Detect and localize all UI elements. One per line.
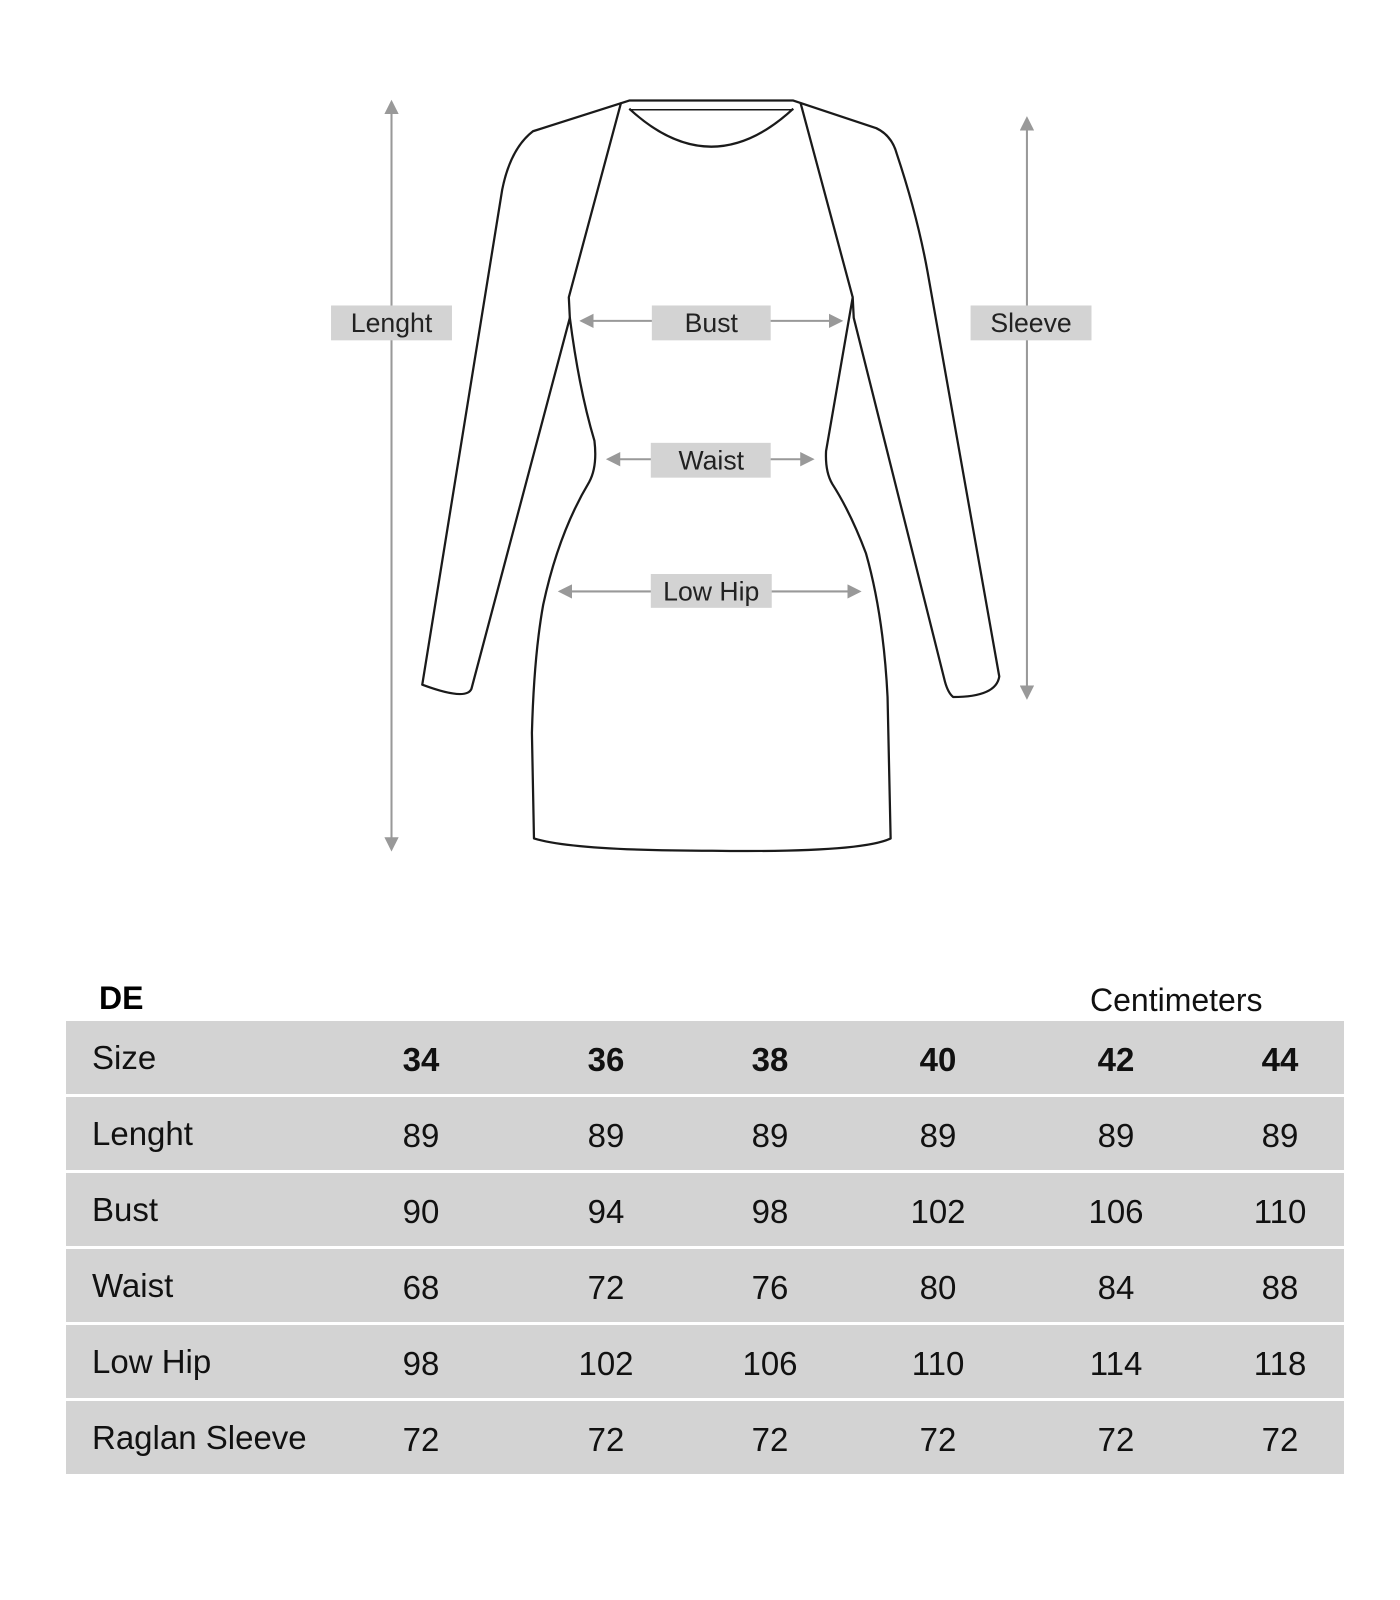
row-label: Lenght xyxy=(92,1115,193,1152)
dress-diagram: Lenght Sleeve Bust Waist Low Hip xyxy=(331,99,1092,853)
value-cell: 118 xyxy=(1253,1345,1307,1382)
table-header-row: Size 34 36 38 40 42 44 xyxy=(66,1021,1344,1094)
value-cell: 84 xyxy=(1097,1269,1135,1306)
value-cell: 98 xyxy=(402,1345,440,1382)
value-cell: 110 xyxy=(911,1345,965,1382)
table-row: Raglan Sleeve 72 72 72 72 72 72 xyxy=(66,1401,1344,1474)
bust-label-bg xyxy=(651,305,771,341)
length-label: Lenght xyxy=(351,308,433,338)
value-cell: 76 xyxy=(751,1269,789,1306)
value-cell: 72 xyxy=(587,1269,625,1306)
value-cell: 89 xyxy=(1261,1117,1299,1154)
unit-label: Centimeters xyxy=(1090,982,1263,1018)
value-cell: 89 xyxy=(751,1117,789,1154)
table-row: Waist 68 72 76 80 84 88 xyxy=(66,1249,1344,1322)
value-cell: 90 xyxy=(402,1193,440,1230)
table-row: Bust 90 94 98 102 106 110 xyxy=(66,1173,1344,1246)
low-hip-label: Low Hip xyxy=(663,577,759,607)
value-cell: 80 xyxy=(919,1269,957,1306)
region-label: DE xyxy=(99,980,144,1016)
sleeve-label-bg xyxy=(970,305,1092,341)
size-cell: 34 xyxy=(402,1041,440,1078)
value-cell: 72 xyxy=(1097,1421,1135,1458)
value-cell: 89 xyxy=(587,1117,625,1154)
value-cell: 72 xyxy=(751,1421,789,1458)
value-cell: 110 xyxy=(1253,1193,1307,1230)
value-cell: 72 xyxy=(587,1421,625,1458)
size-cell: 44 xyxy=(1261,1041,1299,1078)
length-label-bg xyxy=(331,305,452,341)
value-cell: 98 xyxy=(751,1193,789,1230)
sleeve-label: Sleeve xyxy=(990,308,1071,338)
value-cell: 94 xyxy=(587,1193,625,1230)
size-cell: 38 xyxy=(751,1041,789,1078)
value-cell: 89 xyxy=(1097,1117,1135,1154)
size-table: Size 34 36 38 40 42 44 Lenght 89 89 89 89 89 8… xyxy=(66,1021,1344,1477)
value-cell: 114 xyxy=(1089,1345,1143,1382)
value-cell: 88 xyxy=(1261,1269,1299,1306)
size-cell: 40 xyxy=(919,1041,957,1078)
row-label: Low Hip xyxy=(92,1343,212,1380)
waist-label-bg xyxy=(650,442,771,478)
value-cell: 102 xyxy=(578,1345,634,1382)
value-cell: 72 xyxy=(919,1421,957,1458)
value-cell: 72 xyxy=(1261,1421,1299,1458)
size-cell: 42 xyxy=(1097,1041,1135,1078)
value-cell: 68 xyxy=(402,1269,440,1306)
row-label: Raglan Sleeve xyxy=(92,1419,307,1456)
value-cell: 106 xyxy=(742,1345,798,1382)
value-cell: 72 xyxy=(402,1421,440,1458)
table-row: Lenght 89 89 89 89 89 89 xyxy=(66,1097,1344,1170)
waist-label: Waist xyxy=(678,445,744,475)
value-cell: 106 xyxy=(1088,1193,1144,1230)
low-hip-label-bg xyxy=(650,574,772,608)
size-cell: 36 xyxy=(587,1041,625,1078)
dress-outline xyxy=(421,99,1001,853)
row-label: Size xyxy=(92,1039,157,1076)
row-label: Waist xyxy=(92,1267,174,1304)
value-cell: 89 xyxy=(919,1117,957,1154)
bust-label: Bust xyxy=(685,308,739,338)
value-cell: 102 xyxy=(910,1193,966,1230)
value-cell: 89 xyxy=(402,1117,440,1154)
table-row: Low Hip 98 102 106 110 114 118 xyxy=(66,1325,1344,1398)
row-label: Bust xyxy=(92,1191,159,1228)
